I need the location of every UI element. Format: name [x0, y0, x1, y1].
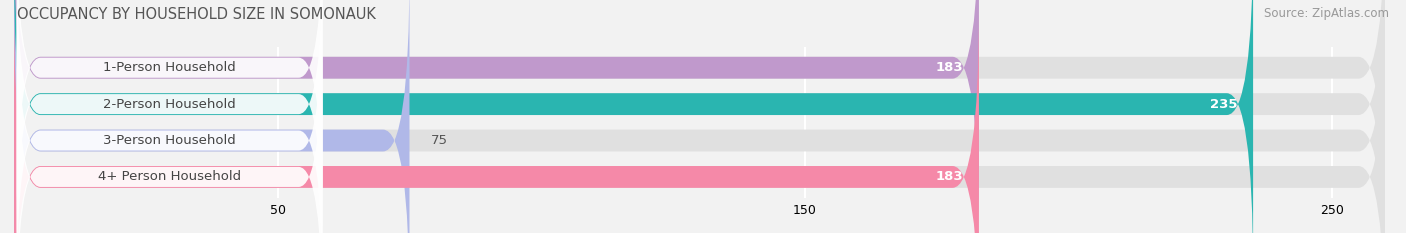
FancyBboxPatch shape: [14, 0, 1385, 233]
Text: 2-Person Household: 2-Person Household: [103, 98, 236, 111]
FancyBboxPatch shape: [14, 0, 409, 233]
FancyBboxPatch shape: [14, 6, 979, 233]
FancyBboxPatch shape: [14, 0, 979, 233]
FancyBboxPatch shape: [14, 0, 1385, 233]
Text: Source: ZipAtlas.com: Source: ZipAtlas.com: [1264, 7, 1389, 20]
Text: 235: 235: [1209, 98, 1237, 111]
Text: 3-Person Household: 3-Person Household: [103, 134, 236, 147]
FancyBboxPatch shape: [14, 0, 1253, 233]
Text: 183: 183: [935, 61, 963, 74]
FancyBboxPatch shape: [17, 0, 322, 233]
FancyBboxPatch shape: [17, 23, 322, 233]
Text: 183: 183: [935, 170, 963, 183]
Text: 75: 75: [430, 134, 447, 147]
Text: OCCUPANCY BY HOUSEHOLD SIZE IN SOMONAUK: OCCUPANCY BY HOUSEHOLD SIZE IN SOMONAUK: [17, 7, 375, 22]
FancyBboxPatch shape: [17, 0, 322, 222]
FancyBboxPatch shape: [14, 6, 1385, 233]
FancyBboxPatch shape: [14, 0, 1385, 233]
Text: 1-Person Household: 1-Person Household: [103, 61, 236, 74]
Text: 4+ Person Household: 4+ Person Household: [98, 170, 242, 183]
FancyBboxPatch shape: [17, 0, 322, 233]
